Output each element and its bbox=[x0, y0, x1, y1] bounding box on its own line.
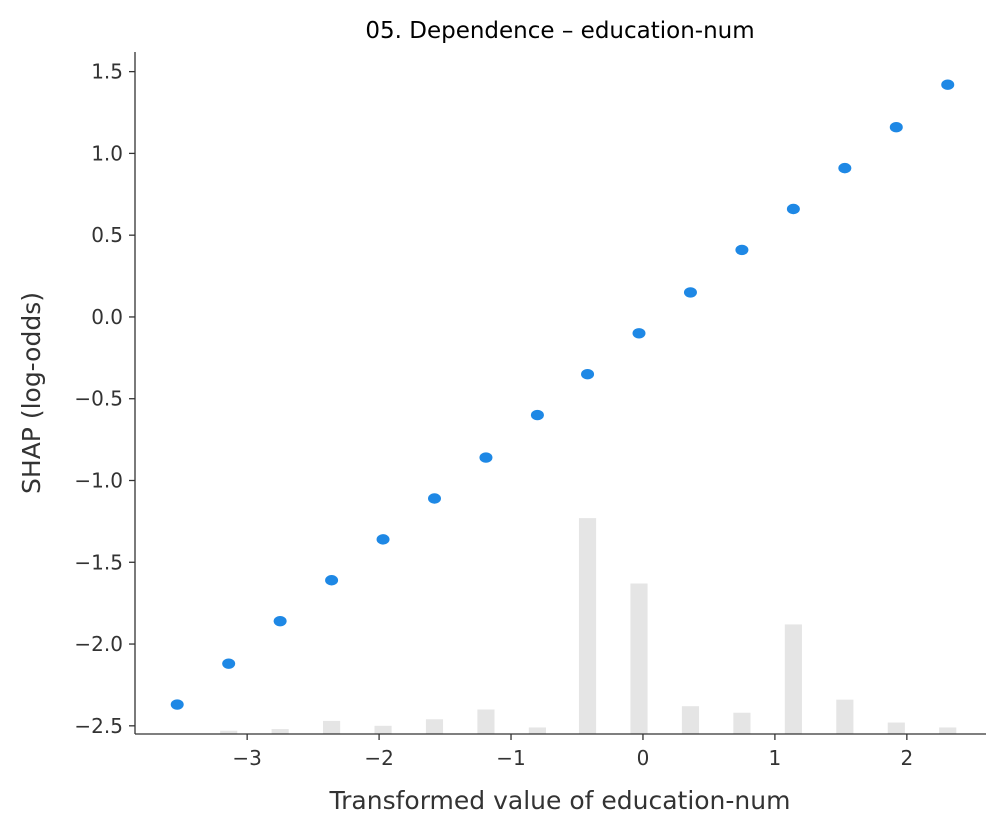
y-tick-label-6: 0.5 bbox=[91, 223, 123, 247]
y-axis-label: SHAP (log-odds) bbox=[17, 292, 46, 494]
data-point-13 bbox=[838, 162, 852, 174]
data-point-12 bbox=[786, 203, 800, 215]
histogram-bar-4 bbox=[425, 719, 444, 734]
points-layer bbox=[170, 79, 955, 710]
x-tick-label-5: 2 bbox=[900, 746, 913, 770]
histogram-bar-9 bbox=[681, 706, 700, 734]
data-point-4 bbox=[376, 534, 390, 545]
y-ticks: −2.5 −2.0 −1.5 −1.0 −0.5 0.0 0.5 1.0 1.5 bbox=[74, 60, 135, 738]
x-ticks: −3 −2 −1 0 1 2 bbox=[232, 734, 913, 770]
histogram-bar-8 bbox=[630, 583, 648, 734]
histogram-bar-1 bbox=[271, 729, 289, 734]
histogram-bar-2 bbox=[323, 720, 341, 734]
x-tick-label-2: −1 bbox=[496, 746, 525, 770]
x-axis-label: Transformed value of education-num bbox=[329, 786, 791, 815]
y-tick-label-3: −1.0 bbox=[74, 468, 123, 492]
data-point-2 bbox=[273, 615, 287, 627]
histogram-bar-5 bbox=[477, 709, 495, 734]
histogram-bar-6 bbox=[528, 727, 546, 734]
data-point-7 bbox=[530, 409, 544, 421]
data-point-6 bbox=[479, 452, 493, 463]
histogram-bar-12 bbox=[836, 699, 854, 734]
y-tick-label-0: −2.5 bbox=[74, 714, 123, 738]
x-tick-label-3: 0 bbox=[637, 746, 650, 770]
data-point-3 bbox=[325, 575, 339, 586]
y-tick-label-2: −1.5 bbox=[74, 550, 123, 574]
data-point-10 bbox=[683, 287, 697, 298]
histogram-bar-0 bbox=[220, 730, 238, 734]
histogram-bar-10 bbox=[733, 712, 751, 734]
data-point-0 bbox=[170, 699, 184, 710]
data-point-1 bbox=[222, 658, 236, 669]
y-tick-label-4: −0.5 bbox=[74, 387, 123, 411]
histogram-bar-13 bbox=[887, 722, 905, 734]
y-tick-label-7: 1.0 bbox=[91, 141, 123, 165]
x-tick-label-1: −2 bbox=[364, 746, 393, 770]
histogram-layer bbox=[220, 518, 957, 734]
histogram-bar-3 bbox=[374, 725, 392, 734]
histogram-bar-7 bbox=[578, 518, 597, 734]
data-point-15 bbox=[941, 79, 955, 90]
histogram-bar-14 bbox=[939, 727, 957, 734]
y-tick-label-1: −2.0 bbox=[74, 632, 123, 656]
y-tick-label-5: 0.0 bbox=[91, 305, 123, 329]
x-tick-label-0: −3 bbox=[232, 746, 261, 770]
y-tick-label-8: 1.5 bbox=[91, 60, 123, 84]
data-point-11 bbox=[735, 244, 749, 256]
data-point-5 bbox=[428, 493, 441, 504]
chart-title: 05. Dependence – education-num bbox=[365, 18, 754, 44]
histogram-bar-11 bbox=[784, 624, 802, 734]
data-point-8 bbox=[581, 368, 595, 380]
x-tick-label-4: 1 bbox=[769, 746, 782, 770]
data-point-9 bbox=[632, 328, 646, 339]
data-point-14 bbox=[889, 122, 903, 133]
